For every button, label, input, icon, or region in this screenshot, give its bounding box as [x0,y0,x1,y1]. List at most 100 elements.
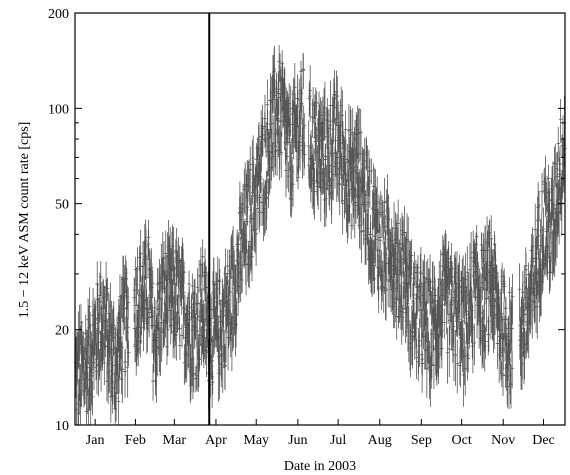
data-point-591 [253,209,258,254]
data-point-813 [323,81,327,141]
data-point-609 [259,167,263,192]
data-point-1150 [422,254,427,306]
data-point-1075 [400,220,405,250]
data-point-873 [340,173,345,235]
data-point-1261 [455,339,460,394]
data-point-901 [349,109,353,166]
data-point-1449 [517,263,522,322]
data-point-1241 [449,242,454,287]
data-point-1357 [483,326,488,359]
data-point-488 [223,345,227,390]
data-point-378 [190,309,195,355]
data-point-1061 [396,199,400,253]
data-point-1547 [546,164,551,195]
data-point-85 [98,260,103,296]
data-point-416 [202,319,206,368]
data-point-1515 [537,190,541,222]
data-point-1525 [540,172,544,214]
y-tick-label-2: 50 [55,198,69,213]
data-point-1308 [469,232,473,290]
x-axis: Jan Feb Mar Apr May Jun Jul Aug Sep Oct Nov Dec [86,419,555,448]
data-point-668 [276,70,281,131]
data-point-1368 [487,295,491,352]
x-tick-label-11: Dec [532,433,555,448]
x-tick-label-2: Mar [163,433,187,448]
data-point-718 [291,164,295,207]
data-point-388 [193,313,198,340]
data-point-97 [102,343,107,386]
data-point-1101 [408,320,412,371]
x-tick-label-3: Apr [205,433,227,448]
data-point-678 [279,131,284,178]
data-point-788 [315,145,320,206]
data-point-220 [144,228,148,256]
data-point-10 [76,394,81,425]
data-point-1566 [552,179,556,236]
data-point-895 [347,190,351,224]
data-point-215 [142,275,147,330]
data-point-1082 [402,206,407,265]
data-point-1509 [535,280,540,339]
data-point-1448 [510,273,515,325]
data-point-978 [371,163,376,214]
x-tick-label-0: Jan [86,433,105,448]
data-point-564 [245,190,250,226]
data-point-1234 [447,325,452,377]
data-point-467 [217,329,221,390]
data-point-349 [182,261,186,284]
data-point-446 [210,370,215,395]
y-tick-label-1: 20 [55,324,69,339]
x-tick-label-7: Aug [368,433,392,448]
plot-frame [74,12,566,426]
data-point-229 [146,220,151,257]
x-tick-label-5: Jun [288,433,307,448]
data-point-1438 [507,277,512,310]
data-point-1217 [442,308,447,339]
data-point-126 [111,348,115,405]
y-axis: 10 20 50 100 200 [48,7,565,434]
data-point-147 [117,363,121,394]
data-point-1182 [432,345,436,389]
data-point-1128 [416,255,420,282]
data-point-78 [96,331,101,355]
data-point-1588 [558,99,563,143]
data-point-756 [302,113,307,140]
data-point-979 [372,241,376,295]
data-point-1466 [522,328,527,380]
data-point-1230 [446,274,450,325]
data-point-1580 [556,126,561,163]
data-point-1393 [494,264,499,292]
data-point-1078 [401,286,406,336]
data-point-635 [266,179,271,209]
data-point-1471 [524,252,528,290]
data-point-335 [178,332,182,360]
data-point-1000 [378,225,382,257]
data-point-855 [335,76,340,120]
data-point-815 [323,144,328,178]
data-point-313 [171,226,176,286]
data-point-124 [110,355,115,414]
data-point-396 [196,288,200,321]
y-axis-label: 1.5 − 12 keV ASM count rate [cps] [17,122,32,319]
x-tick-label-9: Oct [452,433,472,448]
data-point-863 [337,159,342,215]
data-point-1021 [384,247,389,282]
data-point-256 [154,350,159,403]
data-point-1255 [453,330,458,386]
data-point-710 [288,85,293,137]
data-point-1133 [417,318,422,368]
data-point-470 [217,269,222,295]
data-point-1209 [440,331,444,369]
data-point-323 [174,313,179,361]
data-point-1524 [539,213,544,251]
data-point-1397 [495,322,500,370]
data-point-832 [328,80,333,136]
x-tick-label-1: Feb [125,433,146,448]
y-tick-label-0: 10 [55,419,69,434]
data-point-555 [243,218,247,257]
x-tick-label-10: Nov [491,433,515,448]
data-point-1211 [440,278,445,338]
data-point-231 [147,300,152,338]
data-point-573 [248,146,253,198]
